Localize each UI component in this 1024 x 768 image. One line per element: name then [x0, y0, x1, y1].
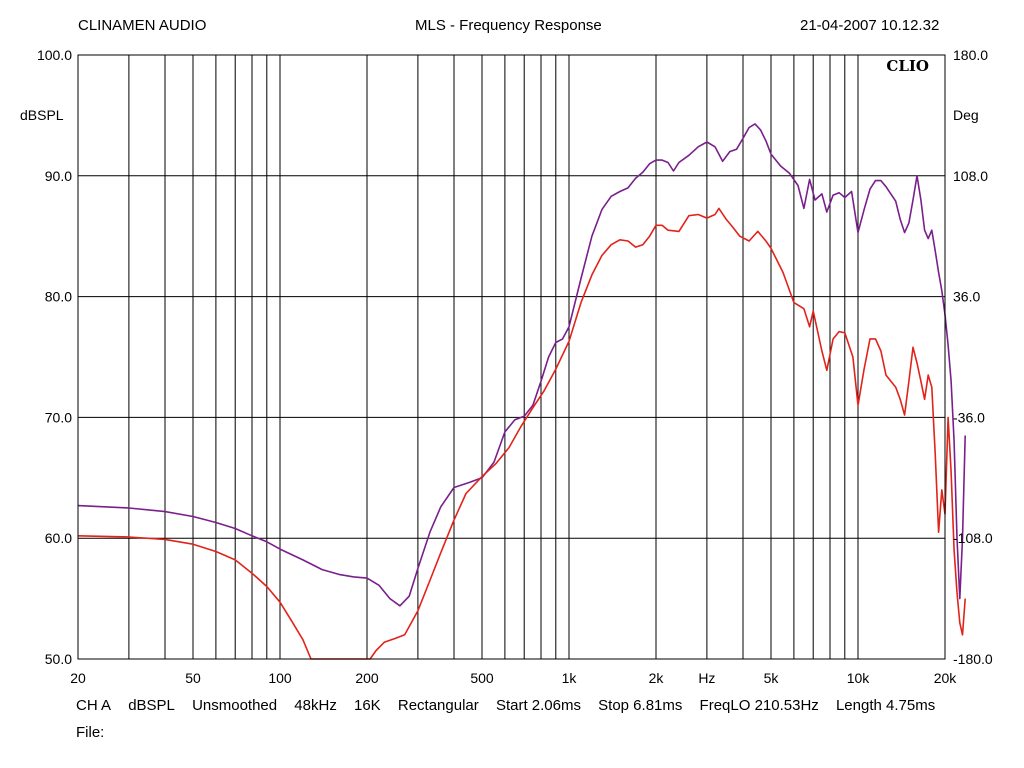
x-tick-label: 50 — [185, 670, 201, 686]
x-tick-label: 500 — [470, 670, 494, 686]
param-freqlo: FreqLO 210.53Hz — [699, 697, 819, 714]
y-left-tick-label: 50.0 — [45, 651, 72, 667]
y-left-tick-label: 90.0 — [45, 168, 72, 184]
y-right-tick-label: 180.0 — [953, 47, 988, 63]
y-right-tick-label: -180.0 — [953, 651, 993, 667]
y-left-tick-label: 60.0 — [45, 530, 72, 546]
param-window: Rectangular — [397, 697, 479, 714]
series-line-2 — [77, 207, 966, 660]
param-length: Length 4.75ms — [835, 697, 936, 714]
x-tick-label: 20k — [934, 670, 958, 686]
y-left-tick-label: 70.0 — [45, 409, 72, 425]
plot-frame — [77, 54, 946, 660]
timestamp: 21-04-2007 10.12.32 — [800, 17, 940, 34]
x-tick-label: 100 — [268, 670, 292, 686]
x-tick-label: 10k — [847, 670, 871, 686]
param-start: Start 2.06ms — [495, 697, 581, 714]
file-label: File: — [76, 724, 105, 741]
y-right-tick-label: 36.0 — [953, 289, 980, 305]
y-right-tick-label: 108.0 — [953, 168, 988, 184]
y-left-axis-label: dBSPL — [20, 107, 64, 123]
x-tick-label: 20 — [70, 670, 86, 686]
y-right-tick-label: -108.0 — [953, 530, 993, 546]
x-tick-label: 5k — [764, 670, 780, 686]
axis-labels: 100.0 90.0 80.0 70.0 60.0 50.0 180.0 108.0 36.0 -… — [20, 47, 993, 686]
param-smoothing: Unsmoothed — [192, 697, 278, 714]
x-tick-label: 1k — [562, 670, 578, 686]
chart-title: MLS - Frequency Response — [415, 17, 602, 34]
brand-label: CLIO — [886, 57, 929, 75]
grid — [78, 55, 945, 659]
app-name: CLINAMEN AUDIO — [78, 17, 207, 34]
param-sample-rate: 48kHz — [294, 697, 337, 714]
series-layer — [77, 123, 966, 660]
param-size: 16K — [354, 697, 381, 714]
y-right-axis-label: Deg — [953, 107, 979, 123]
param-stop: Stop 6.81ms — [598, 697, 683, 714]
x-tick-label: 200 — [355, 670, 379, 686]
series-line-1 — [77, 123, 966, 607]
param-channel: CH A — [76, 697, 112, 714]
x-axis-label: Hz — [698, 670, 715, 686]
y-right-tick-label: -36.0 — [953, 409, 985, 425]
y-left-tick-label: 80.0 — [45, 289, 72, 305]
measurement-parameters: CH A dBSPL Unsmoothed 48kHz 16K Rectangu… — [76, 697, 948, 714]
y-left-tick-label: 100.0 — [37, 47, 72, 63]
param-units: dBSPL — [128, 697, 175, 714]
x-tick-label: 2k — [649, 670, 665, 686]
